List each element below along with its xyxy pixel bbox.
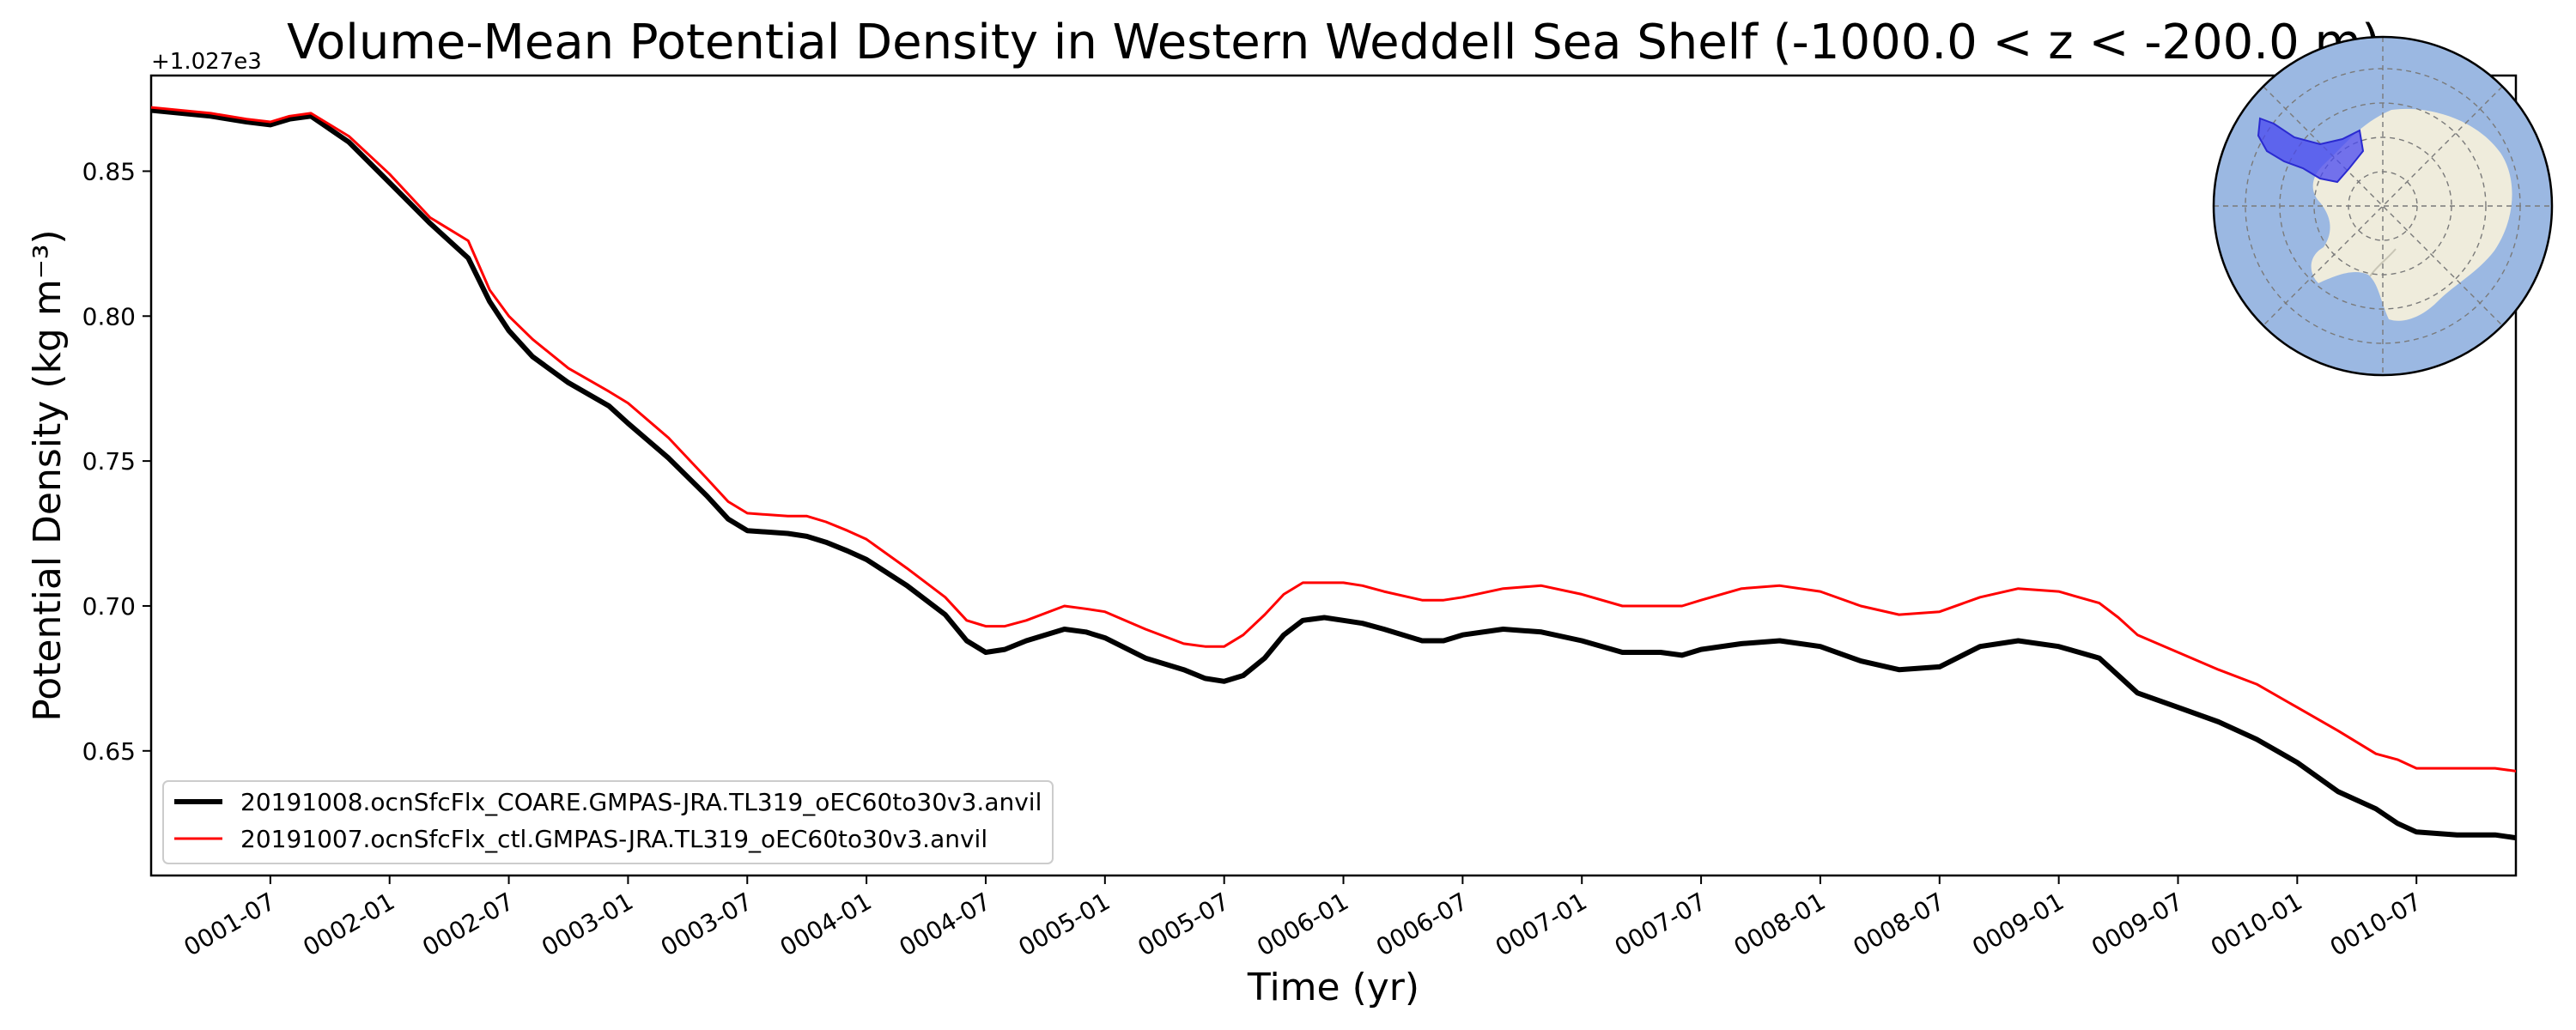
ross-ice-edge <box>2369 248 2397 277</box>
inset-map-border <box>2212 35 2554 377</box>
series-line-coare <box>151 107 2516 841</box>
graticule <box>2214 37 2552 375</box>
x-axis-ticks: 0001-07 0002-01 0002-07 0003-01 0003-07 0004-… <box>179 876 2427 962</box>
x-tick-label: 0007-01 <box>1491 887 1592 961</box>
inset-map <box>2212 35 2554 377</box>
y-tick-label: 0.65 <box>82 737 136 766</box>
series-layer <box>151 106 2516 841</box>
y-tick-label: 0.75 <box>82 447 136 476</box>
legend-box <box>162 780 1054 864</box>
legend-label-ctl: 20191007.ocnSfcFlx_ctl.GMPAS-JRA.TL319_o… <box>240 825 987 853</box>
weddell-region-highlight <box>2257 117 2365 184</box>
y-tick-label: 0.85 <box>82 157 136 185</box>
x-tick-label: 0003-07 <box>656 887 757 961</box>
x-tick-label: 0009-07 <box>2087 887 2188 961</box>
plot-area <box>149 74 2518 877</box>
x-tick-label: 0008-07 <box>1848 887 1949 961</box>
x-tick-label: 0002-01 <box>298 887 399 961</box>
chart-title: Volume-Mean Potential Density in Western… <box>287 15 2380 70</box>
x-tick-label: 0002-07 <box>417 887 519 961</box>
series-line-ctl <box>151 106 2516 772</box>
x-tick-label: 0006-07 <box>1371 887 1473 961</box>
x-tick-label: 0008-01 <box>1729 887 1831 961</box>
y-tick-label: 0.70 <box>82 592 136 621</box>
x-tick-label: 0004-07 <box>895 887 996 961</box>
x-tick-label: 0005-07 <box>1133 887 1234 961</box>
y-axis-ticks: 0.65 0.70 0.75 0.80 0.85 <box>82 157 151 766</box>
x-tick-label: 0003-01 <box>537 887 638 961</box>
x-tick-label: 0009-01 <box>1967 887 2069 961</box>
x-tick-label: 0007-07 <box>1610 887 1711 961</box>
antarctica-landmass <box>2311 108 2512 321</box>
legend: 20191008.ocnSfcFlx_COARE.GMPAS-JRA.TL319… <box>162 780 1054 864</box>
y-axis-offset-label: +1.027e3 <box>151 49 262 75</box>
x-tick-label: 0010-01 <box>2206 887 2307 961</box>
legend-label-coare: 20191008.ocnSfcFlx_COARE.GMPAS-JRA.TL319… <box>240 788 1042 816</box>
x-tick-label: 0010-07 <box>2325 887 2427 961</box>
x-axis-label: Time (yr) <box>1247 966 1419 1009</box>
x-tick-label: 0005-01 <box>1013 887 1115 961</box>
y-axis-label: Potential Density (kg m⁻³) <box>26 229 70 721</box>
x-tick-label: 0006-01 <box>1252 887 1353 961</box>
x-tick-label: 0001-07 <box>179 887 281 961</box>
x-tick-label: 0004-01 <box>775 887 877 961</box>
y-tick-label: 0.80 <box>82 302 136 330</box>
